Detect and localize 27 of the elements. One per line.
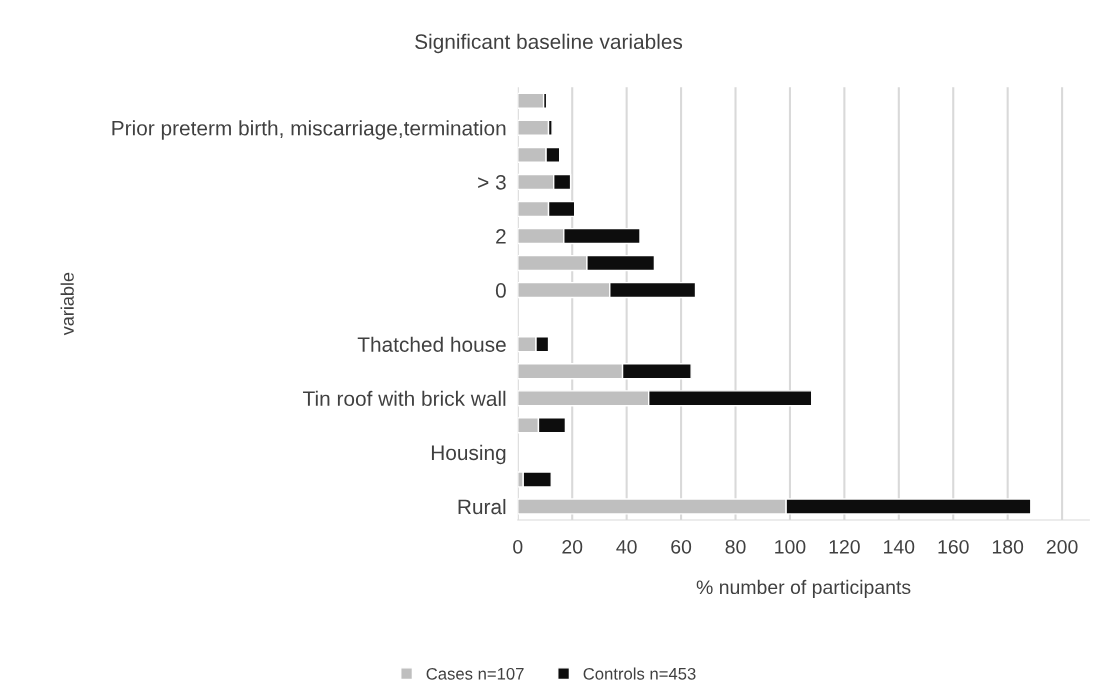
x-tick-label: 0 (513, 539, 523, 554)
y-tick-label: > 3 (478, 174, 506, 190)
x-tick-label: 160 (938, 539, 969, 554)
x-tick-label: 40 (616, 539, 637, 554)
legend-label: Cases n=107 (426, 667, 524, 680)
y-tick-label: Prior preterm birth, miscarriage,termination (112, 120, 506, 140)
x-tick-label: 60 (671, 539, 692, 554)
y-tick-label: 2 (496, 229, 506, 244)
x-tick-label: 180 (992, 539, 1024, 554)
y-tick-label: Thatched house (357, 336, 506, 352)
y-tick-label: Tin roof with brick wall (303, 390, 506, 407)
x-tick-label: 20 (562, 539, 583, 554)
y-tick-label: Rural (458, 498, 506, 515)
x-tick-label: 100 (775, 539, 806, 554)
x-tick-label: 120 (829, 539, 860, 554)
y-tick-label: Housing (431, 444, 506, 465)
x-tick-label: 140 (884, 539, 915, 554)
bar (517, 119, 550, 136)
y-axis-title: variable (60, 272, 74, 336)
y-tick-label: 0 (495, 283, 506, 298)
x-tick-label: 200 (1046, 539, 1078, 554)
x-axis-title: % number of participants (696, 579, 911, 598)
bar (517, 92, 545, 109)
x-tick-label: 80 (725, 539, 746, 554)
bar (522, 471, 552, 488)
legend-label: Controls n=453 (583, 667, 696, 680)
chart-title: Significant baseline variables (415, 33, 683, 54)
